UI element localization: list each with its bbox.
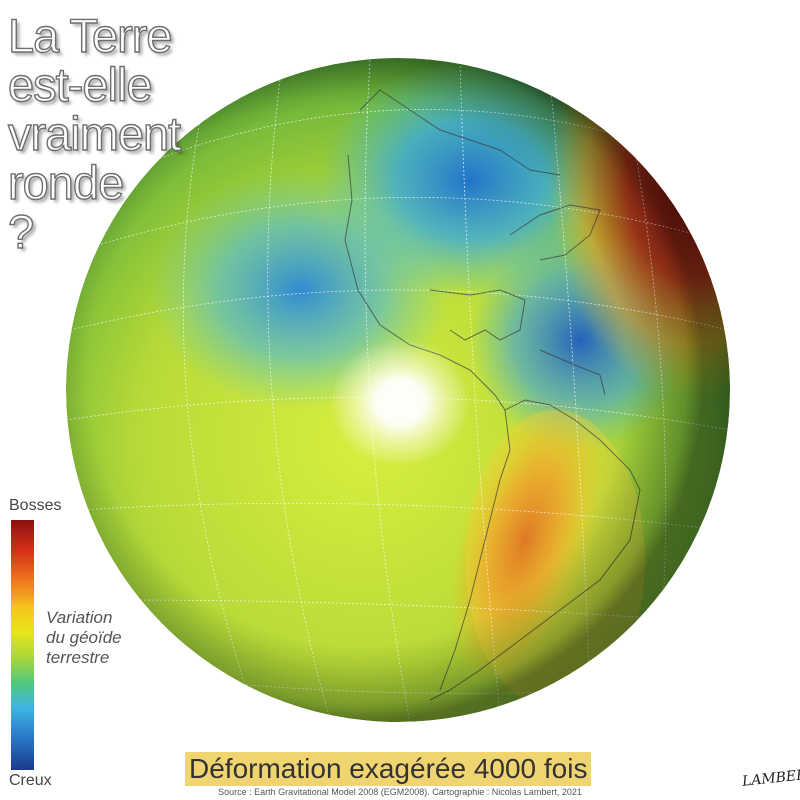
legend-top-label: Bosses — [9, 497, 62, 514]
title-line-3: vraiment — [7, 107, 182, 160]
legend-bottom-label: Creux — [9, 772, 52, 789]
legend-caption-line-2: du géoïde — [46, 628, 122, 647]
source-credit: Source : Earth Gravitational Model 2008 … — [218, 787, 582, 797]
legend-color-ramp — [11, 520, 34, 770]
title-line-2: est-elle — [7, 58, 153, 111]
legend-caption-line-1: Variation — [46, 608, 113, 627]
exaggeration-banner: Déformation exagérée 4000 fois — [185, 752, 592, 786]
legend-caption-line-3: terrestre — [46, 648, 110, 667]
title-line-1: La Terre — [7, 9, 173, 62]
legend-caption: Variation du géoïde terrestre — [46, 608, 122, 668]
title-line-5: ? — [7, 205, 35, 258]
title-line-4: ronde — [7, 156, 125, 209]
